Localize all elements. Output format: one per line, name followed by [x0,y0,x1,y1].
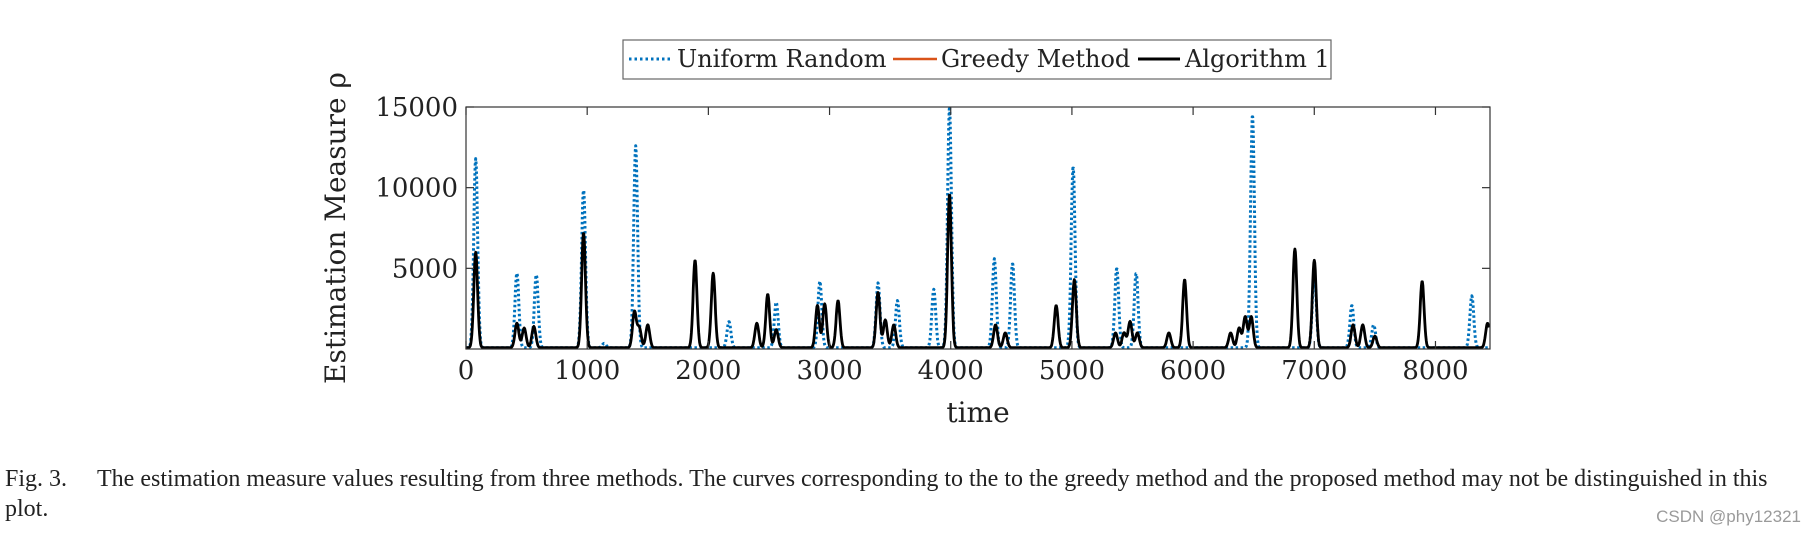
series-line-uniform-random [465,107,1490,350]
y-tick-label: 5000 [392,254,458,284]
figure-caption-text: The estimation measure values resulting … [5,466,1768,522]
legend-label-greedy-method: Greedy Method [941,45,1130,73]
series-line-algorithm-1 [465,193,1491,350]
x-tick-label: 2000 [675,356,741,386]
x-tick-label: 5000 [1039,356,1105,386]
figure-caption-label: Fig. 3. [5,466,68,492]
legend-label-uniform-random: Uniform Random [677,45,887,73]
x-tick-label: 1000 [554,356,620,386]
legend-label-algorithm-1: Algorithm 1 [1184,45,1330,73]
x-tick-label: 3000 [796,356,862,386]
y-tick-label: 10000 [375,174,458,204]
series-layer [465,107,1491,350]
x-tick-label: 8000 [1402,356,1468,386]
x-axis-label: time [946,396,1009,429]
x-tick-label: 7000 [1281,356,1347,386]
y-axis-label: Estimation Measure ρ [319,72,352,384]
ticks-layer: 0 1000 2000 3000 4000 5000 6000 7000 8000 5000 100… [375,93,1490,386]
plot-area: 0 1000 2000 3000 4000 5000 6000 7000 8000 5000 100… [375,93,1491,386]
x-tick-label: 4000 [918,356,984,386]
legend: Uniform Random Greedy Method Algorithm 1 [622,39,1332,80]
plot-frame [465,106,1491,350]
legend-box [622,39,1332,80]
watermark: CSDN @phy12321 [1656,507,1801,526]
x-tick-label: 6000 [1160,356,1226,386]
y-tick-label: 15000 [375,93,458,123]
x-tick-label: 0 [458,356,475,386]
figure-caption: Fig. 3. The estimation measure values res… [5,464,1810,524]
